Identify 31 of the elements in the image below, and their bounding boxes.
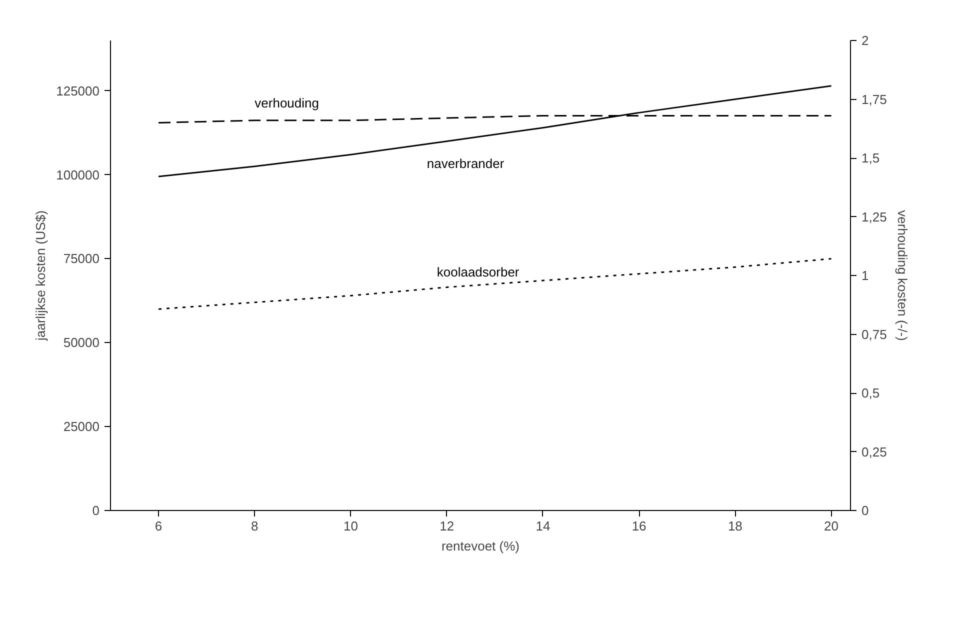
series-label: verhouding bbox=[254, 95, 319, 110]
x-tick-label: 18 bbox=[728, 518, 742, 534]
y2-tick-label: 2 bbox=[862, 33, 869, 48]
y2-tick-label: 1 bbox=[862, 268, 869, 283]
x-tick-label: 10 bbox=[344, 518, 358, 534]
line-series bbox=[158, 85, 832, 178]
y-axis-title: jaarlijkse kosten (US$) bbox=[33, 210, 48, 342]
x-axis-title: rentevoet (%) bbox=[441, 538, 520, 554]
y-tick-label: 100000 bbox=[56, 167, 100, 182]
x-tick-label: 6 bbox=[154, 518, 162, 534]
y2-axis-title: verhouding kosten (-/-) bbox=[894, 210, 910, 341]
y2-tick-label: 1,25 bbox=[862, 209, 887, 224]
y2-tick-label: 1,75 bbox=[862, 92, 887, 107]
y-tick-label: 0 bbox=[92, 503, 100, 518]
x-tick-label: 8 bbox=[251, 518, 258, 534]
y-tick-label: 75000 bbox=[63, 251, 100, 266]
series-label: naverbrander bbox=[426, 156, 505, 172]
line-series bbox=[158, 258, 832, 310]
x-tick-label: 20 bbox=[824, 518, 839, 534]
y2-tick-label: 0 bbox=[862, 503, 869, 518]
y2-tick-label: 0,5 bbox=[862, 386, 880, 400]
y2-tick-label: 0,25 bbox=[862, 444, 887, 460]
x-tick-label: 16 bbox=[632, 518, 646, 534]
series-label: koolaadsorber bbox=[436, 264, 520, 280]
y-tick-label: 50000 bbox=[63, 335, 100, 350]
x-tick-label: 12 bbox=[440, 518, 454, 534]
y-tick-label: 125000 bbox=[56, 83, 100, 98]
y2-tick-label: 0,75 bbox=[862, 326, 887, 342]
y-tick-label: 25000 bbox=[63, 419, 100, 434]
y2-tick-label: 1,5 bbox=[862, 150, 880, 166]
x-tick-label: 14 bbox=[536, 518, 550, 534]
